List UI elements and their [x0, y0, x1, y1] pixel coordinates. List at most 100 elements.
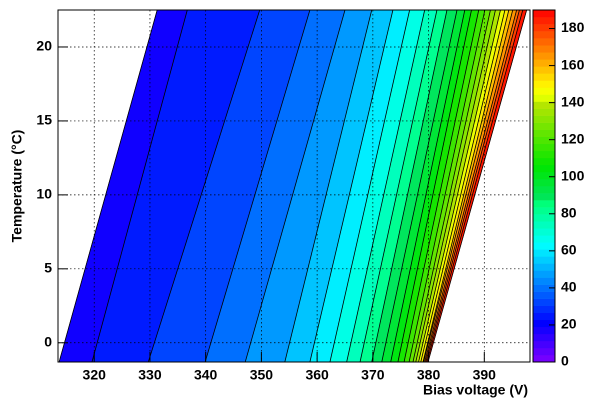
- y-tick-label: 10: [36, 186, 52, 202]
- contour-line: [346, 9, 426, 363]
- colorbar-tick-label: 40: [561, 279, 577, 295]
- colorbar-cell: [533, 52, 555, 60]
- colorbar-cell: [533, 80, 555, 88]
- x-tick-label: 360: [305, 367, 329, 383]
- contour-line: [427, 9, 528, 363]
- x-tick-label: 390: [473, 367, 497, 383]
- contour-line: [284, 9, 373, 363]
- contour-line: [371, 9, 448, 363]
- colorbar-cell: [533, 256, 555, 264]
- colorbar-cell: [533, 284, 555, 292]
- colorbar-cell: [533, 228, 555, 236]
- contour-line: [426, 9, 524, 363]
- contour-line: [147, 9, 261, 363]
- colorbar-tick-label: 80: [561, 204, 577, 220]
- colorbar-cell: [533, 66, 555, 74]
- y-tick-label: 20: [36, 38, 52, 54]
- colorbar-cell: [533, 291, 555, 299]
- colorbar-cell: [533, 129, 555, 138]
- contour-line: [309, 9, 394, 363]
- x-tick-label: 350: [250, 367, 274, 383]
- colorbar-cell: [533, 347, 555, 356]
- contour-line: [423, 9, 514, 363]
- contour-line: [58, 9, 158, 363]
- colorbar-cell: [533, 263, 555, 271]
- colorbar-frame: [532, 9, 556, 363]
- colorbar-cell: [533, 326, 555, 335]
- colorbar-cell: [533, 319, 555, 328]
- contour-line: [408, 9, 486, 363]
- colorbar-cell: [533, 312, 555, 321]
- colorbar-cell: [533, 122, 555, 130]
- x-tick-label: 320: [83, 367, 107, 383]
- contour-line: [329, 9, 411, 363]
- contour-line: [390, 9, 466, 363]
- colorbar-cell: [533, 38, 555, 46]
- colorbar-cell: [533, 59, 555, 67]
- y-tick-label: 15: [36, 112, 52, 128]
- colorbar-cell: [533, 354, 555, 363]
- colorbar-cell: [533, 157, 555, 166]
- colorbar-cell: [533, 340, 555, 349]
- colorbar-cell: [533, 221, 555, 229]
- colorbar-cell: [533, 87, 555, 95]
- colorbar-tick-label: 120: [561, 130, 585, 146]
- colorbar-cell: [533, 150, 555, 159]
- colorbar-tick-label: 60: [561, 242, 577, 258]
- contour-line: [412, 9, 491, 363]
- colorbar-cell: [533, 24, 555, 32]
- colorbar-cell: [533, 235, 555, 243]
- colorbar-cell: [533, 186, 555, 194]
- contour-line: [381, 9, 458, 363]
- colorbar-cell: [533, 298, 555, 306]
- colorbar-cell: [533, 242, 555, 250]
- colorbar-cell: [533, 249, 555, 257]
- colorbar-cell: [533, 171, 555, 180]
- colorbar-cell: [533, 143, 555, 152]
- colorbar-tick-label: 140: [561, 93, 585, 109]
- contour-line: [424, 9, 518, 363]
- x-axis-title: Bias voltage (V): [423, 382, 528, 398]
- colorbar-cell: [533, 305, 555, 314]
- colorbar-tick-label: 180: [561, 19, 585, 35]
- colorbar-tick-label: 100: [561, 167, 585, 183]
- colorbar-cell: [533, 108, 555, 116]
- colorbar-tick-label: 0: [561, 353, 569, 369]
- contour-line: [418, 9, 501, 363]
- colorbar-cell: [533, 115, 555, 123]
- x-tick-label: 370: [361, 367, 385, 383]
- colorbar-tick-label: 20: [561, 316, 577, 332]
- colorbar-cell: [533, 333, 555, 342]
- contour-line: [244, 9, 346, 363]
- colorbar-cell: [533, 17, 555, 25]
- x-tick-label: 330: [138, 367, 162, 383]
- contour-line: [415, 9, 496, 363]
- colorbar-cell: [533, 94, 555, 102]
- colorbar-cell: [533, 45, 555, 53]
- colorbar-cell: [533, 214, 555, 222]
- contour-line: [422, 9, 510, 363]
- colorbar-cell: [533, 164, 555, 173]
- colorbar-cell: [533, 200, 555, 208]
- colorbar-cell: [533, 270, 555, 278]
- plot-frame: [57, 9, 531, 363]
- colorbar-cell: [533, 193, 555, 201]
- contour-line: [204, 9, 311, 363]
- y-tick-label: 0: [44, 333, 52, 349]
- contour-line: [425, 9, 520, 363]
- colorbar-tick-label: 160: [561, 56, 585, 72]
- colorbar-cell: [533, 277, 555, 285]
- colorbar-cell: [533, 73, 555, 81]
- x-tick-label: 340: [194, 367, 218, 383]
- colorbar-cell: [533, 136, 555, 145]
- y-tick-label: 5: [44, 260, 52, 276]
- colorbar-cell: [533, 101, 555, 109]
- y-axis-title: Temperature (°C): [9, 130, 25, 243]
- contour-line: [420, 9, 506, 363]
- colorbar-cell: [533, 178, 555, 187]
- colorbar-cell: [533, 10, 555, 18]
- colorbar-cell: [533, 207, 555, 215]
- contour-line: [91, 9, 188, 363]
- colorbar-cell: [533, 31, 555, 39]
